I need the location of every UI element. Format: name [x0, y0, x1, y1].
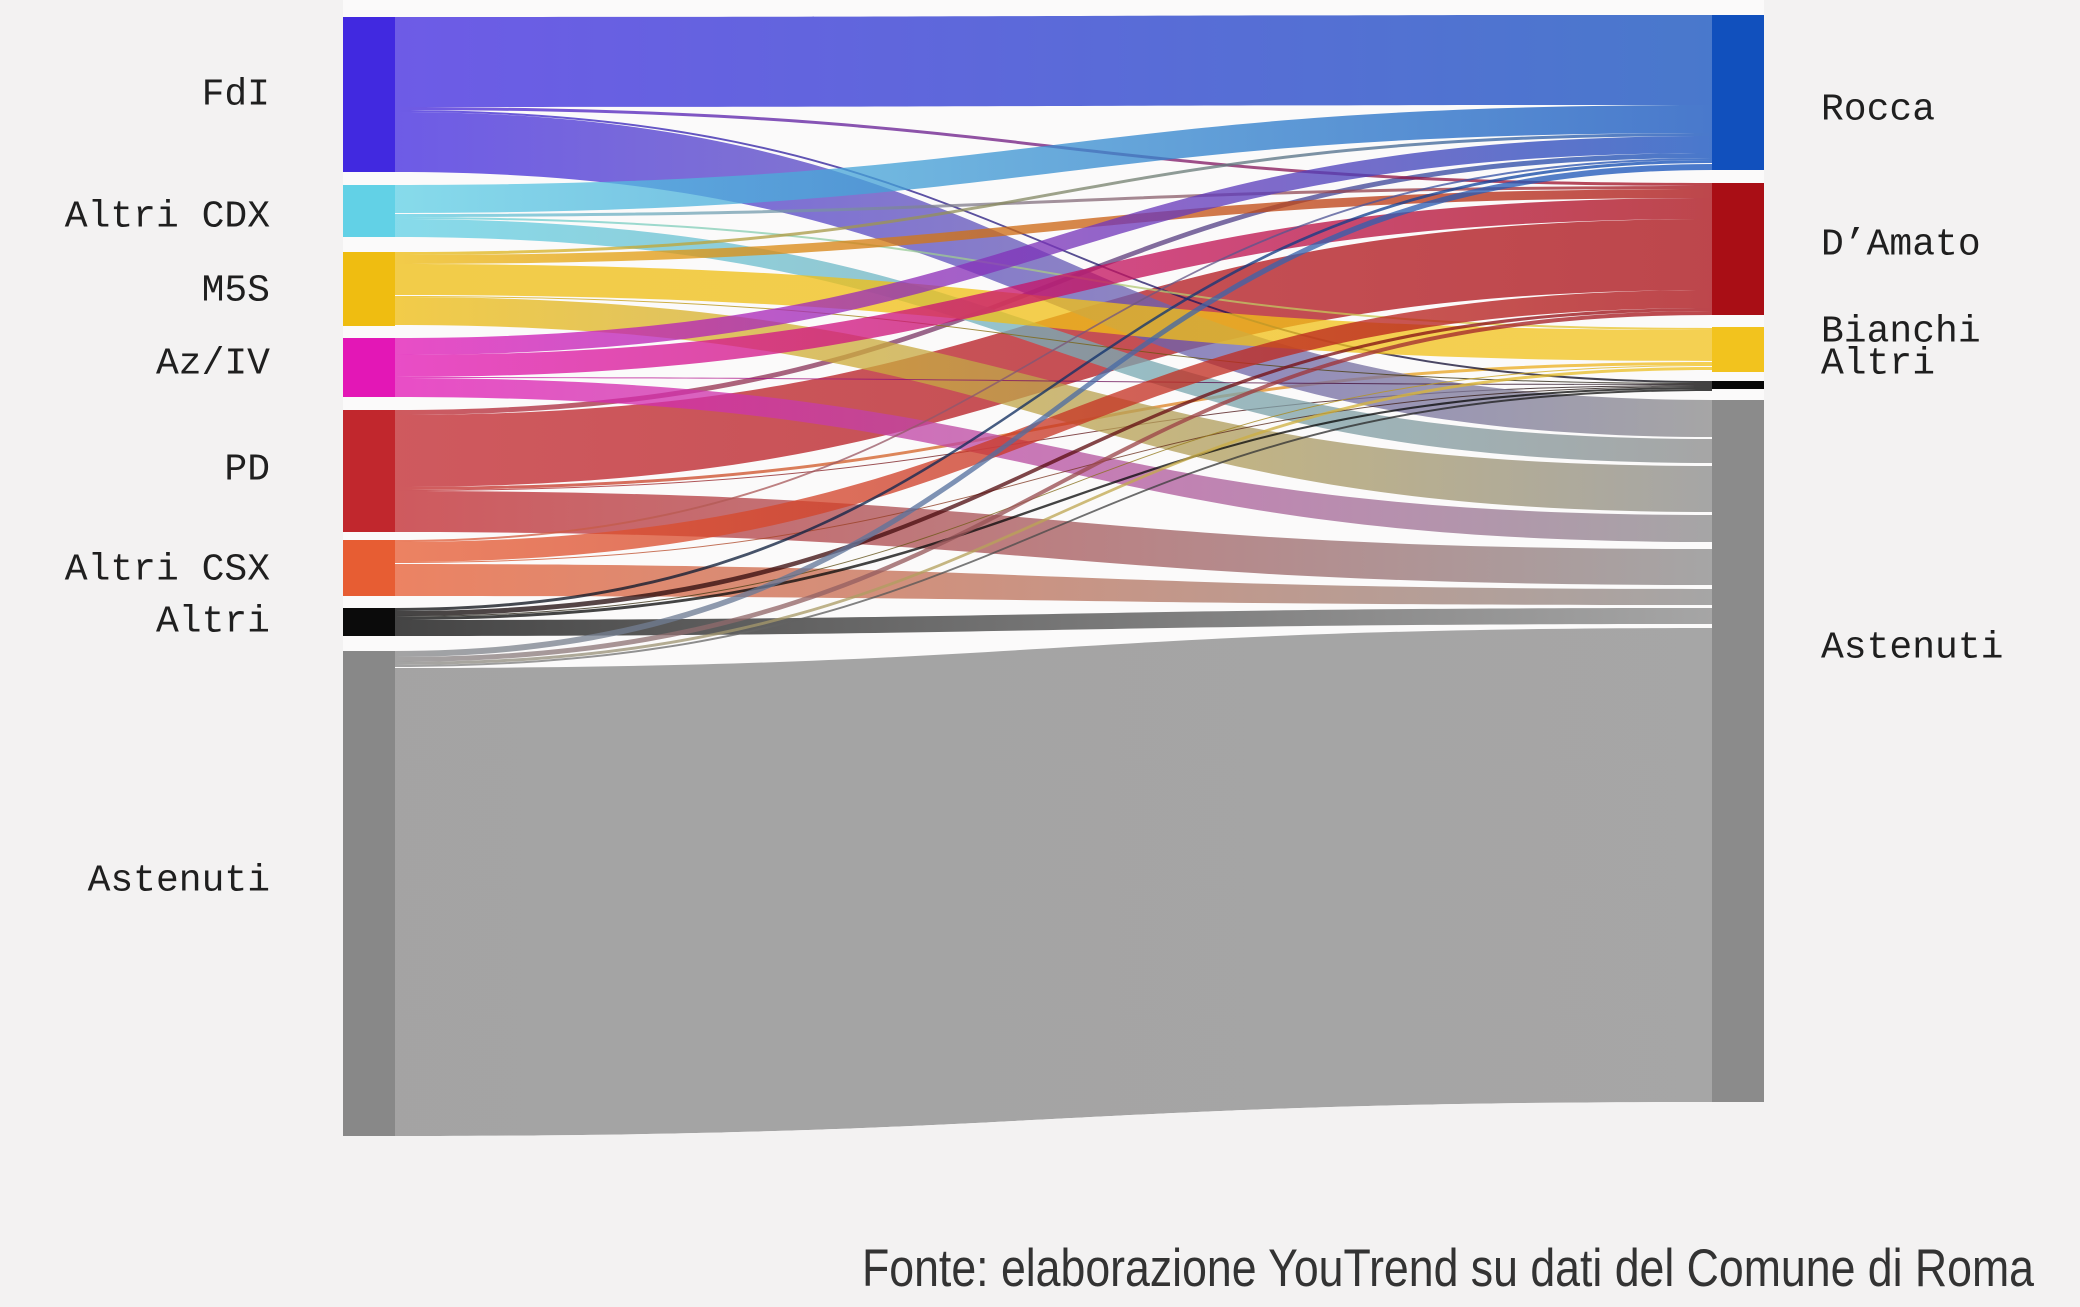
- svg-text:Astenuti: Astenuti: [88, 860, 270, 903]
- svg-text:PD: PD: [224, 449, 270, 492]
- svg-text:Astenuti: Astenuti: [1821, 627, 2003, 670]
- svg-text:Rocca: Rocca: [1821, 89, 1935, 132]
- svg-text:Altri CDX: Altri CDX: [65, 196, 270, 239]
- svg-text:Bianchi: Bianchi: [1821, 311, 1981, 354]
- svg-text:Altri: Altri: [1821, 343, 1935, 386]
- svg-text:D’Amato: D’Amato: [1821, 224, 1981, 267]
- svg-text:Fonte: elaborazione YouTrend s: Fonte: elaborazione YouTrend su dati del…: [862, 1239, 2034, 1298]
- svg-text:Altri CSX: Altri CSX: [65, 549, 270, 592]
- svg-text:FdI: FdI: [202, 74, 270, 117]
- svg-text:M5S: M5S: [202, 270, 270, 313]
- svg-text:Altri: Altri: [156, 601, 270, 644]
- svg-text:Az/IV: Az/IV: [156, 343, 270, 386]
